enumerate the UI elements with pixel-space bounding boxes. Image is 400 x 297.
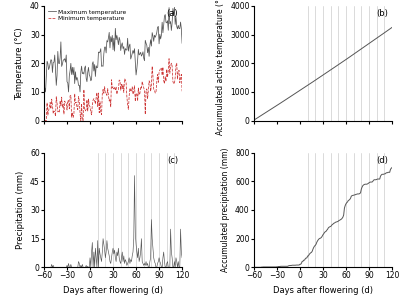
X-axis label: Days after flowering (d): Days after flowering (d): [63, 286, 163, 295]
Minimum temperature: [53, 114, 58, 118]
Y-axis label: Precipitation (mm): Precipitation (mm): [16, 171, 24, 249]
Text: (d): (d): [376, 156, 388, 165]
X-axis label: Days after flowering (d): Days after flowering (d): [273, 286, 373, 295]
Minimum temperature: [156, 80, 161, 84]
Minimum temperature: [180, 89, 184, 93]
Y-axis label: Accumulated precipitation (mm): Accumulated precipitation (mm): [220, 148, 230, 272]
Minimum temperature: [167, 57, 172, 61]
Maximum temperature: [42, 90, 46, 94]
Line: Maximum temperature: Maximum temperature: [44, 7, 182, 92]
Y-axis label: Accumulated active temperature (°C): Accumulated active temperature (°C): [216, 0, 225, 135]
Minimum temperature: [108, 105, 113, 109]
Text: (b): (b): [376, 10, 388, 18]
Maximum temperature: [53, 67, 58, 71]
Legend: Maximum temperature, Minimum temperature: Maximum temperature, Minimum temperature: [47, 9, 127, 21]
Maximum temperature: [172, 6, 177, 9]
Maximum temperature: [62, 57, 67, 61]
Line: Minimum temperature: Minimum temperature: [44, 59, 182, 121]
Minimum temperature: [62, 99, 67, 103]
Maximum temperature: [108, 35, 113, 39]
Minimum temperature: [42, 119, 46, 122]
Text: (a): (a): [166, 10, 178, 18]
Maximum temperature: [80, 72, 85, 75]
Minimum temperature: [80, 119, 85, 122]
Maximum temperature: [180, 42, 184, 45]
Y-axis label: Temperature (°C): Temperature (°C): [16, 27, 24, 99]
Maximum temperature: [108, 46, 112, 50]
Minimum temperature: [108, 97, 112, 101]
Text: (c): (c): [167, 156, 178, 165]
Maximum temperature: [156, 25, 161, 28]
